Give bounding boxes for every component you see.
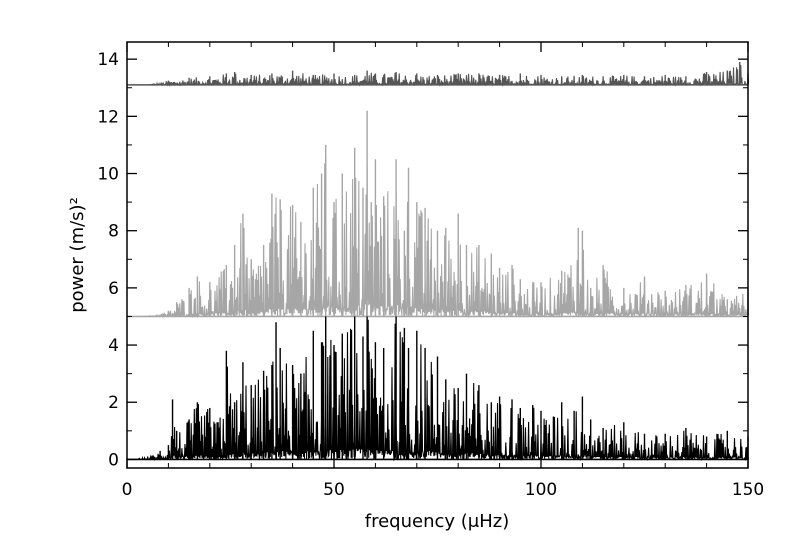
- x-tick-label: 0: [122, 480, 133, 500]
- x-axis-title: frequency (μHz): [365, 511, 509, 532]
- y-tick-label: 4: [108, 336, 119, 356]
- series-1-spectrum: [147, 157, 750, 319]
- series-1: [127, 110, 750, 319]
- series-2: [127, 316, 750, 462]
- axes-layer: [126, 41, 749, 469]
- series-0: [127, 62, 750, 87]
- series-0-spectrum: [147, 65, 750, 87]
- y-tick-label: 2: [108, 393, 119, 413]
- series-2-spectrum: [135, 319, 750, 462]
- series-layer: [127, 62, 750, 462]
- y-tick-label: 8: [108, 222, 119, 242]
- y-tick-label: 0: [108, 450, 119, 470]
- x-tick-label: 50: [323, 480, 345, 500]
- x-tick-label: 100: [525, 480, 557, 500]
- y-tick-label: 14: [97, 50, 119, 70]
- y-tick-label: 10: [97, 165, 119, 185]
- labels-layer: 0 50 100 150 0 2 4 6 8 10 12 14: [97, 50, 764, 500]
- plot-frame: [126, 41, 749, 469]
- y-tick-label: 12: [97, 107, 119, 127]
- y-axis-title: power (m/s)²: [67, 197, 88, 313]
- y-tick-label: 6: [108, 279, 119, 299]
- x-tick-label: 150: [732, 480, 764, 500]
